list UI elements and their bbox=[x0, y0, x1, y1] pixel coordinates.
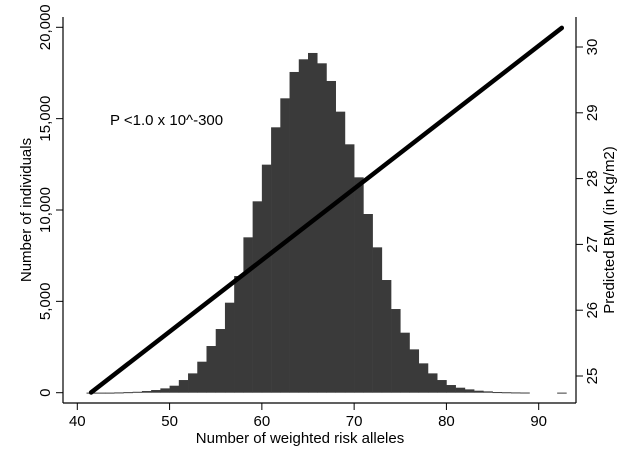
left-y-axis-title: Number of individuals bbox=[18, 138, 35, 282]
histogram-bar bbox=[104, 392, 115, 394]
histogram-bar bbox=[224, 302, 235, 393]
histogram-bar bbox=[280, 98, 290, 393]
histogram-bar bbox=[206, 346, 217, 393]
histogram-bar bbox=[437, 380, 447, 393]
p-value-annotation: P <1.0 x 10^-300 bbox=[110, 112, 223, 129]
histogram-bar bbox=[372, 247, 383, 393]
histogram-bar bbox=[141, 391, 152, 393]
histogram-bar bbox=[381, 280, 392, 393]
histogram-bar bbox=[520, 392, 530, 394]
x-tick-label: 60 bbox=[254, 413, 271, 430]
histogram-bar bbox=[446, 385, 456, 393]
histogram-bar bbox=[344, 144, 355, 393]
histogram-bar bbox=[114, 392, 124, 394]
histogram-bar bbox=[151, 390, 161, 393]
left-y-tick-label: 10,000 bbox=[37, 187, 54, 233]
right-y-tick-label: 28 bbox=[584, 170, 601, 187]
histogram-bar bbox=[178, 380, 189, 393]
left-y-axis-ticks: 0 5,000 10,000 15,000 20,000 bbox=[37, 4, 63, 397]
right-y-tick-label: 25 bbox=[584, 368, 601, 385]
x-tick-label: 90 bbox=[530, 413, 547, 430]
histogram-bar bbox=[483, 391, 493, 393]
histogram-bar bbox=[234, 276, 244, 393]
right-y-axis-ticks: 25 26 27 28 29 30 bbox=[576, 39, 601, 385]
right-y-tick-label: 30 bbox=[584, 39, 601, 56]
x-axis-ticks: 40 50 60 70 80 90 bbox=[69, 403, 547, 430]
histogram-bar bbox=[160, 388, 170, 393]
histogram-bar bbox=[271, 127, 281, 393]
right-y-tick-label: 29 bbox=[584, 104, 601, 121]
left-y-tick-label: 5,000 bbox=[37, 283, 54, 321]
predicted-bmi-line bbox=[88, 25, 565, 395]
histogram-bar bbox=[169, 385, 180, 393]
histogram-bar bbox=[501, 392, 512, 394]
left-y-tick-label: 15,000 bbox=[37, 96, 54, 142]
histogram-bar bbox=[243, 237, 253, 393]
right-y-tick-label: 27 bbox=[584, 236, 601, 253]
histogram-bar bbox=[197, 361, 207, 393]
histogram-bar bbox=[427, 373, 438, 393]
histogram-bar bbox=[511, 392, 521, 394]
histogram-bar bbox=[400, 332, 410, 393]
x-tick-label: 70 bbox=[346, 413, 363, 430]
histogram-bar bbox=[391, 309, 401, 393]
right-y-axis-title: Predicted BMI (in Kg/m2) bbox=[601, 146, 618, 314]
histogram-bar bbox=[188, 373, 198, 393]
histogram-bar bbox=[335, 111, 346, 393]
histogram-bar bbox=[252, 201, 263, 393]
histogram-bar bbox=[363, 214, 373, 393]
histogram-bar bbox=[557, 392, 567, 394]
histogram-bar bbox=[418, 363, 429, 393]
histogram-bar bbox=[317, 63, 327, 393]
histogram-bar bbox=[215, 329, 226, 393]
x-tick-label: 40 bbox=[69, 413, 86, 430]
x-axis-title: Number of weighted risk alleles bbox=[196, 430, 404, 447]
x-tick-label: 80 bbox=[438, 413, 455, 430]
histogram-bar bbox=[95, 392, 106, 394]
histogram-bars bbox=[86, 52, 567, 394]
left-y-tick-label: 0 bbox=[37, 389, 54, 397]
histogram-bar bbox=[354, 177, 364, 393]
histogram-bar bbox=[261, 164, 272, 393]
histogram-bar bbox=[409, 349, 420, 393]
histogram-bar bbox=[474, 390, 484, 393]
histogram-bar bbox=[455, 387, 466, 393]
histogram-bar bbox=[132, 391, 143, 393]
histogram-bar bbox=[123, 392, 133, 394]
left-y-tick-label: 20,000 bbox=[37, 4, 54, 50]
histogram-bar bbox=[492, 392, 503, 394]
histogram-bar bbox=[326, 80, 336, 393]
histogram-bar bbox=[464, 389, 475, 393]
x-tick-label: 50 bbox=[161, 413, 178, 430]
right-y-tick-label: 26 bbox=[584, 302, 601, 319]
